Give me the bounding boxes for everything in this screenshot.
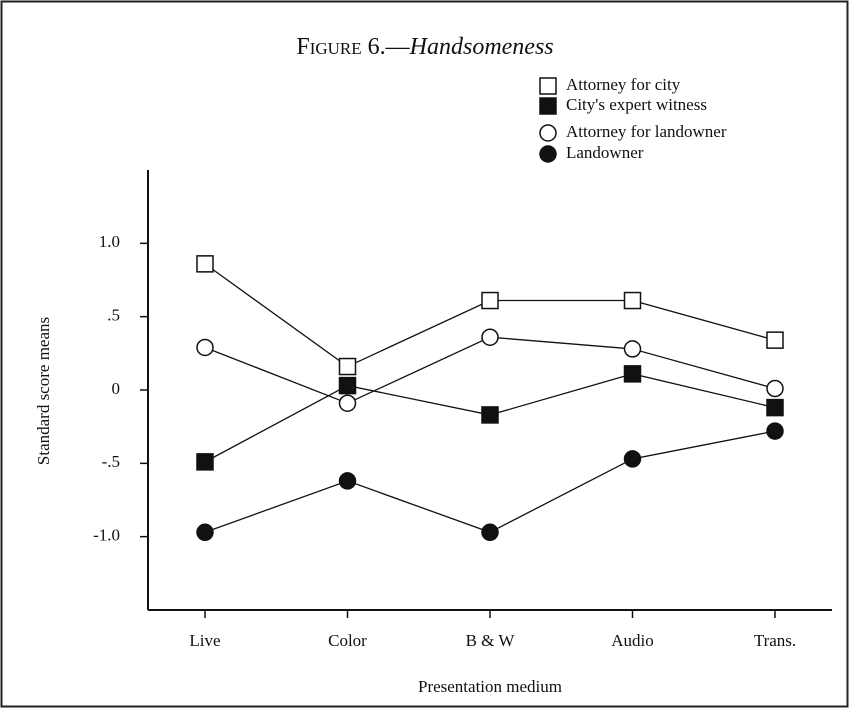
data-point xyxy=(766,331,784,349)
data-point xyxy=(196,255,214,273)
data-point xyxy=(338,472,357,490)
series-line xyxy=(204,263,776,368)
data-point xyxy=(623,291,642,310)
data-point xyxy=(338,357,357,376)
data-point xyxy=(766,379,784,398)
legend-label: Attorney for city xyxy=(566,75,681,94)
data-point xyxy=(481,328,499,346)
legend-label: City's expert witness xyxy=(566,95,707,114)
x-axis-label: Presentation medium xyxy=(418,677,562,696)
data-point xyxy=(623,340,642,358)
data-point xyxy=(338,376,357,395)
data-point xyxy=(196,338,214,357)
legend-marker xyxy=(539,124,557,142)
data-point xyxy=(766,422,784,440)
data-point xyxy=(766,398,784,417)
data-point xyxy=(481,406,499,424)
data-point xyxy=(196,523,214,542)
legend-label: Attorney for landowner xyxy=(566,122,727,141)
series-line xyxy=(204,336,776,404)
figure-label: Figure 6.— xyxy=(296,34,410,60)
x-tick-label: Trans. xyxy=(754,631,796,650)
x-tick-label: Audio xyxy=(611,631,654,650)
x-tick-label: B & W xyxy=(466,631,516,650)
series-line xyxy=(204,430,776,533)
y-tick-label: -1.0 xyxy=(93,526,120,545)
x-tick-label: Live xyxy=(189,631,220,650)
data-point xyxy=(338,394,357,412)
y-tick-label: 0 xyxy=(112,379,121,398)
legend-marker xyxy=(539,145,557,163)
y-axis-label: Standard score means xyxy=(34,317,53,465)
chart-title: Figure 6.—Handsomeness xyxy=(296,34,553,60)
x-tick-label: Color xyxy=(328,631,367,650)
title-text: Handsomeness xyxy=(409,34,554,60)
y-tick-label: 1.0 xyxy=(99,232,120,251)
y-tick-label: -.5 xyxy=(102,452,120,471)
data-point xyxy=(481,291,499,310)
data-point xyxy=(196,453,214,471)
data-point xyxy=(623,365,642,383)
legend-label: Landowner xyxy=(566,143,644,162)
legend-marker xyxy=(539,97,557,115)
y-tick-label: .5 xyxy=(107,306,120,325)
legend-marker xyxy=(539,77,557,95)
data-point xyxy=(481,523,499,542)
data-point xyxy=(623,450,642,468)
